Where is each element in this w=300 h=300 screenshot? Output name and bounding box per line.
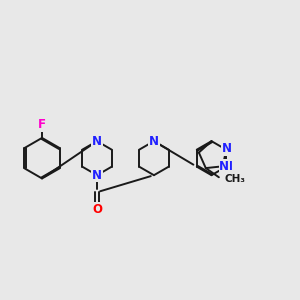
Text: F: F bbox=[38, 118, 46, 131]
Text: N: N bbox=[92, 135, 102, 148]
Text: CH₃: CH₃ bbox=[225, 174, 246, 184]
Text: N: N bbox=[222, 142, 232, 154]
Text: N: N bbox=[219, 160, 229, 173]
Text: N: N bbox=[149, 135, 159, 148]
Text: N: N bbox=[222, 142, 232, 155]
Text: N: N bbox=[92, 169, 102, 182]
Text: O: O bbox=[92, 203, 102, 216]
Text: N: N bbox=[223, 160, 232, 173]
